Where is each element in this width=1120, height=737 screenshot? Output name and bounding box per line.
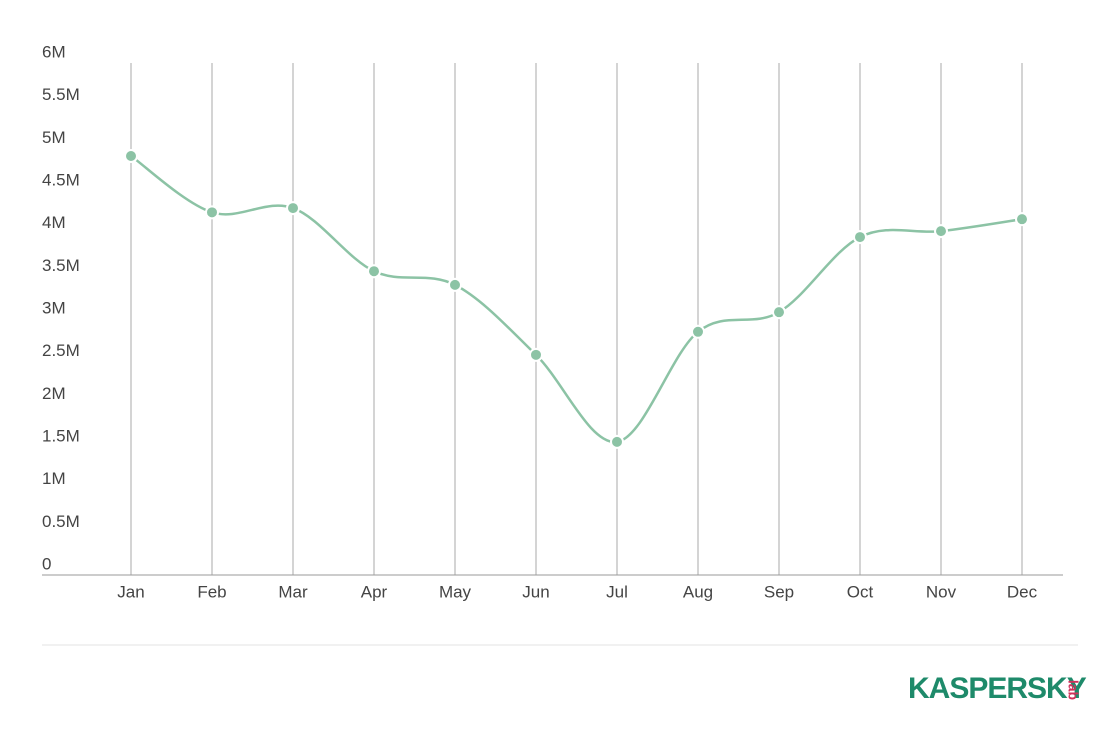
y-tick-label: 2.5M (42, 341, 80, 360)
y-tick-label: 3.5M (42, 256, 80, 275)
point (772, 305, 786, 320)
y-tick-label: 4.5M (42, 170, 80, 189)
y-tick-label: 0 (42, 554, 51, 573)
point (691, 324, 705, 339)
y-tick-label: 5.5M (42, 85, 80, 104)
y-tick-label: 5M (42, 128, 66, 147)
point (610, 434, 624, 449)
point (448, 277, 462, 292)
point (205, 205, 219, 220)
x-tick-label: Jun (522, 582, 549, 601)
x-tick-label: Nov (926, 582, 957, 601)
y-tick-label: 6M (42, 42, 66, 61)
logo-name: KASPERSKY (908, 672, 1087, 705)
y-tick-label: 2M (42, 384, 66, 403)
x-tick-label: Oct (847, 582, 874, 601)
y-tick-label: 0.5M (42, 512, 80, 531)
y-tick-label: 1.5M (42, 426, 80, 445)
x-tick-label: Dec (1007, 582, 1038, 601)
y-tick-label: 4M (42, 213, 66, 232)
x-tick-label: Apr (361, 582, 388, 601)
y-tick-label: 3M (42, 298, 66, 317)
point (1015, 212, 1029, 227)
point (853, 230, 867, 245)
x-tick-label: Aug (683, 582, 713, 601)
x-tick-label: Jul (606, 582, 628, 601)
logo-suffix: lab (1065, 680, 1081, 700)
line (130, 154, 1023, 444)
x-tick-label: Mar (278, 582, 308, 601)
point (124, 149, 138, 164)
point (286, 201, 300, 216)
point (367, 264, 381, 279)
x-tick-label: May (439, 582, 472, 601)
point (529, 347, 543, 362)
x-tick-label: Jan (117, 582, 144, 601)
x-tick-label: Sep (764, 582, 794, 601)
logo: KASPERSKY lab (908, 672, 1088, 705)
point (934, 224, 948, 239)
x-tick-label: Feb (197, 582, 226, 601)
y-tick-label: 1M (42, 469, 66, 488)
